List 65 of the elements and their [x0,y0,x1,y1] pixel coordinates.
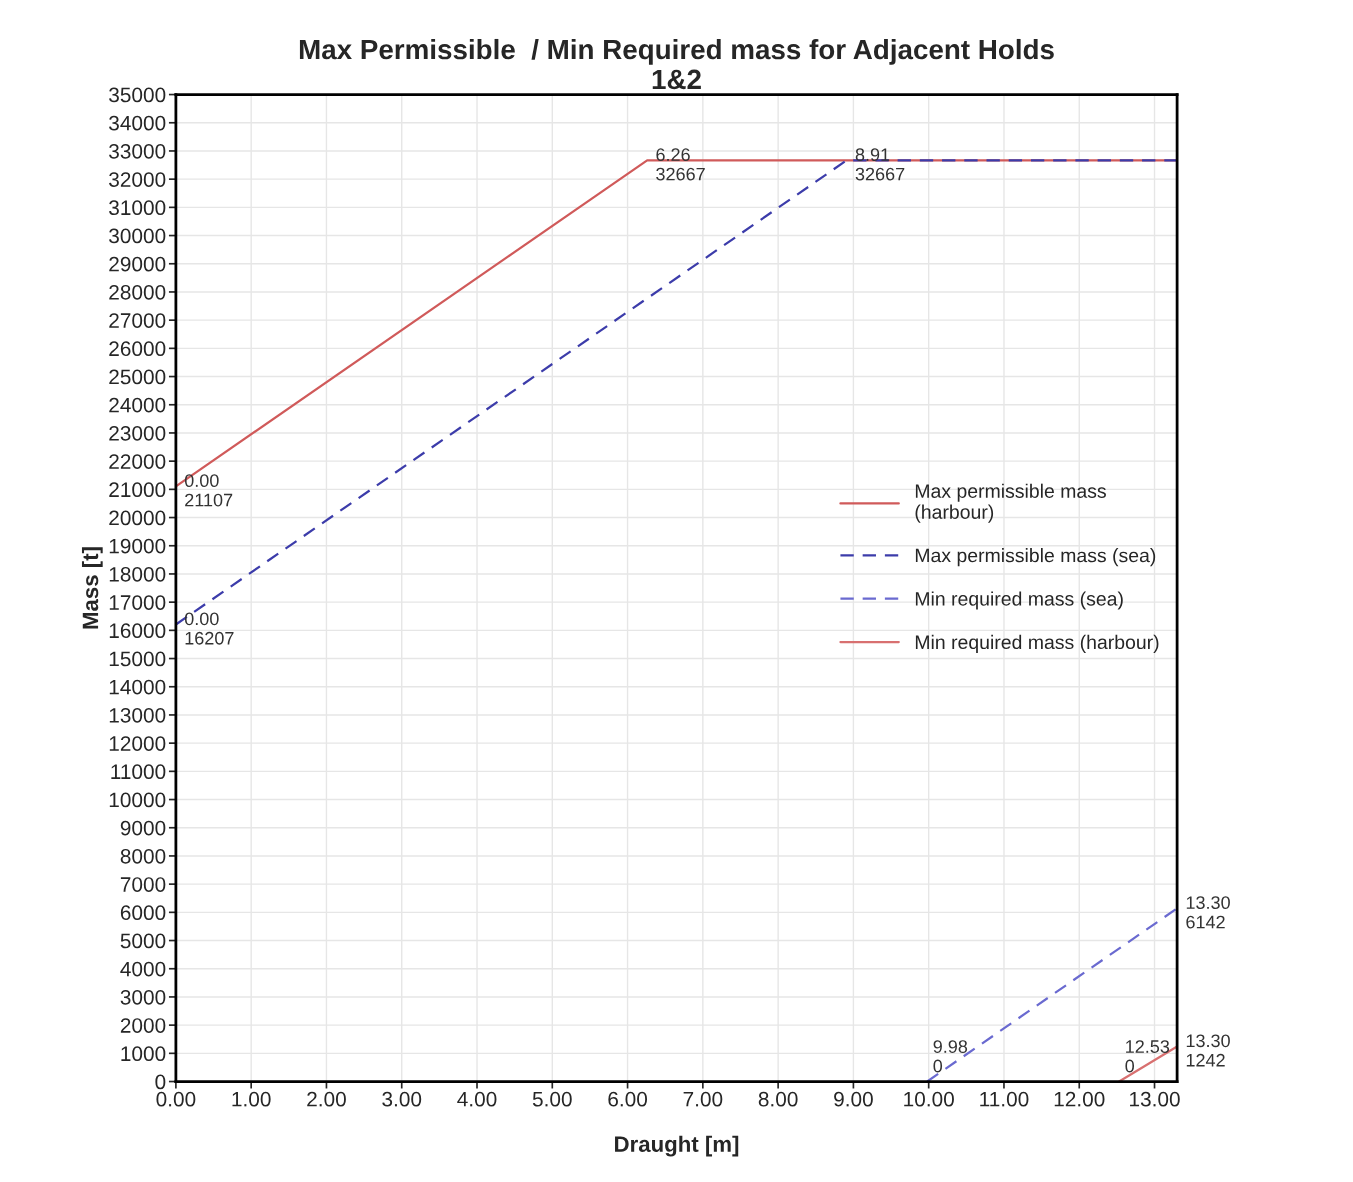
y-tick-label: 16000 [109,623,166,639]
annotation: 12.53 0 [1125,1040,1170,1073]
y-tick-label: 11000 [111,764,166,780]
y-tick-label: 29000 [109,256,166,272]
annotation: 0.00 16207 [184,612,234,645]
x-tick-label: 12.00 [1054,1091,1105,1107]
y-tick-label: 20000 [109,510,166,526]
legend-label: Min required mass (sea) [915,591,1123,610]
annotation: 6.26 32667 [656,148,705,181]
y-tick-label: 6000 [120,905,166,921]
y-tick-label: 8000 [120,848,166,864]
y-tick-label: 1000 [121,1046,166,1062]
y-tick-label: 21000 [109,482,166,498]
y-tick-label: 0 [155,1074,166,1090]
x-axis-title: Draught [m] [615,1135,739,1157]
annotation: 9.98 0 [933,1040,968,1073]
y-tick-label: 22000 [109,454,166,469]
y-tick-label: 23000 [109,425,166,441]
legend-label: Max permissible mass (sea) [915,548,1156,567]
y-tick-label: 3000 [120,989,166,1005]
y-tick-label: 4000 [120,961,166,977]
legend-label: Min required mass (harbour) [915,634,1159,653]
y-tick-label: 26000 [109,341,166,357]
x-tick-label: 5.00 [532,1091,572,1107]
x-tick-label: 13.00 [1130,1091,1180,1107]
y-tick-label: 18000 [109,566,166,582]
y-tick-label: 15000 [109,651,166,667]
x-tick-label: 10.00 [904,1091,954,1107]
annotation: 13.30 6142 [1186,896,1230,929]
x-tick-label: 9.00 [834,1091,873,1107]
y-tick-label: 30000 [109,228,166,244]
legend-label: Max permissible mass (harbour) [915,483,1106,523]
x-tick-label: 2.00 [307,1091,346,1107]
x-tick-label: 8.00 [758,1091,798,1107]
y-tick-label: 35000 [109,87,166,103]
annotation: 0.00 21107 [184,474,233,507]
x-tick-label: 6.00 [608,1091,648,1107]
y-tick-label: 27000 [109,313,166,328]
x-tick-label: 7.00 [683,1091,723,1107]
annotation: 8.91 32667 [855,148,905,181]
annotation: 13.30 1242 [1186,1034,1230,1067]
y-tick-label: 7000 [120,877,166,892]
y-tick-label: 32000 [109,172,166,187]
y-tick-label: 33000 [109,143,166,159]
y-tick-label: 2000 [120,1018,166,1033]
y-tick-label: 24000 [109,397,166,413]
y-tick-label: 5000 [120,933,166,949]
y-tick-label: 14000 [109,679,166,695]
y-tick-label: 25000 [109,369,166,385]
y-tick-label: 31000 [109,200,166,216]
x-tick-label: 11.00 [980,1091,1029,1107]
x-tick-label: 3.00 [382,1091,422,1107]
y-tick-label: 9000 [120,820,166,836]
y-tick-label: 28000 [109,284,166,300]
chart-title: Max Permissible / Min Required mass for Adjacent Holds 1&2 [299,38,1054,90]
x-tick-label: 4.00 [457,1091,497,1107]
y-tick-label: 10000 [109,792,166,808]
y-tick-label: 12000 [109,736,166,751]
y-tick-label: 34000 [109,115,166,131]
x-tick-label: 1.00 [232,1091,271,1107]
y-tick-label: 19000 [109,538,166,554]
y-tick-label: 13000 [109,707,166,723]
y-tick-label: 17000 [109,595,166,610]
y-axis-title: Mass [t] [81,547,103,629]
x-tick-label: 0.00 [156,1091,196,1107]
